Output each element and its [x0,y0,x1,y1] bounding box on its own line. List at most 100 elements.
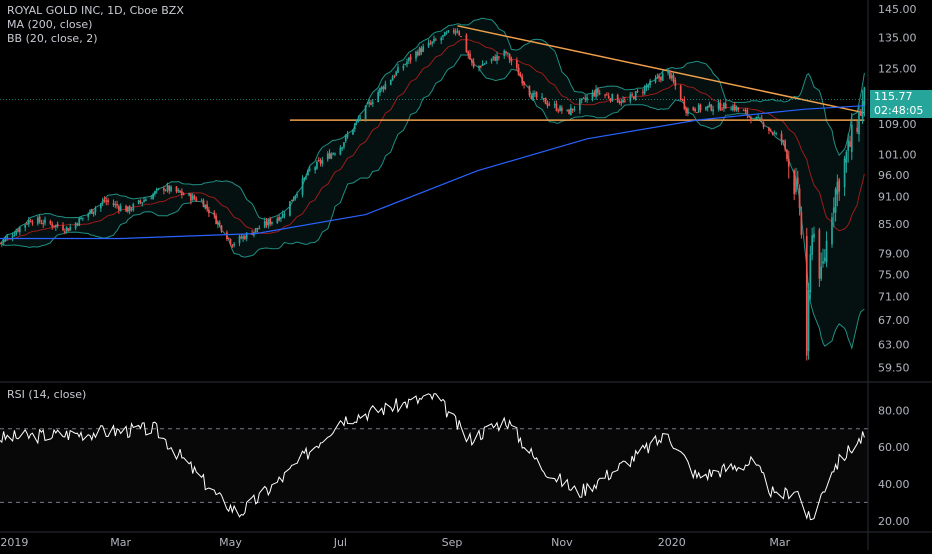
candle-body [343,142,345,148]
candle-body [800,211,803,235]
candle-body [838,179,841,192]
candle-body [141,202,144,204]
candle-body [422,46,425,52]
candle-body [580,98,583,101]
candle-body [658,76,660,79]
candle-body [332,153,335,155]
candle-body [847,140,850,151]
candle-body [202,200,205,208]
candle-body [433,38,435,42]
candle-body [629,94,632,102]
candle-body [301,178,304,195]
candle-body [530,95,533,100]
candle-body [116,204,118,206]
candle-body [36,217,39,224]
candle-body [357,118,360,120]
candle-body [604,94,606,96]
candle-body [404,64,407,66]
candle-body [49,220,52,224]
candle-body [74,223,77,229]
candle-body [496,55,498,61]
candle-body [132,204,135,211]
symbol-legend[interactable]: ROYAL GOLD INC, 1D, Cboe BZX [7,4,184,17]
candle-body [750,117,752,121]
candle-body [672,75,675,82]
rsi-line [0,393,865,521]
candle-body [0,242,3,244]
candle-body [308,169,311,171]
candle-body [467,51,470,56]
candle-body [478,65,480,68]
candle-body [114,203,117,206]
candle-body [420,48,423,53]
candle-body [786,149,788,160]
candle-body [494,56,497,61]
candle-body [80,217,82,220]
candle-body [656,76,659,79]
rsi-legend[interactable]: RSI (14, close) [7,388,87,401]
ma-legend[interactable]: MA (200, close) [7,18,93,31]
candle-body [395,71,398,76]
candle-body [303,177,306,180]
candle-body [831,217,833,245]
candle-body [137,200,140,204]
bb-legend[interactable]: BB (20, close, 2) [7,32,98,45]
candle-body [712,109,714,112]
candle-body [483,63,486,65]
candle-body [245,232,248,239]
candle-body [760,118,763,122]
candle-body [208,210,210,214]
candle-body [443,32,446,37]
candle-body [27,219,30,225]
candle-body [717,102,720,109]
price-tick-label: 109.00 [878,118,917,131]
candle-body [40,222,43,224]
candle-body [742,109,745,111]
candle-body [175,186,178,192]
candle-body [379,88,381,94]
rsi-tick-label: 80.00 [878,404,910,417]
candle-body [506,52,509,54]
candle-body [505,51,507,54]
candle-body [359,117,362,119]
candle-body [265,221,268,226]
candle-body [434,39,437,41]
candle-body [730,109,732,111]
candle-body [217,221,219,225]
candle-body [696,112,698,114]
candle-body [805,236,808,356]
candle-body [238,236,241,244]
candle-body [723,102,725,109]
candle-body [269,218,271,225]
candle-body [56,223,59,227]
candle-body [406,61,408,65]
candle-body [607,95,610,99]
candle-body [697,104,700,113]
annotations [0,25,868,121]
candle-body [29,220,32,223]
candle-body [679,85,682,101]
candle-body [661,73,664,81]
candle-body [649,80,651,86]
candle-body [861,101,864,119]
candle-body [145,199,147,201]
candle-body [226,232,228,240]
candle-body [391,77,394,81]
candle-body [53,225,55,227]
candle-body [660,77,662,80]
candle-body [571,108,574,111]
candle-body [542,98,545,100]
candle-body [469,53,471,60]
moving-average [0,105,865,240]
candle-body [452,30,455,33]
candle-body [334,153,336,155]
price-tick-label: 96.00 [878,169,910,182]
candle-body [748,116,751,118]
candle-body [735,106,738,111]
candle-body [773,132,776,134]
candle-body [515,60,518,68]
candle-body [771,132,774,134]
